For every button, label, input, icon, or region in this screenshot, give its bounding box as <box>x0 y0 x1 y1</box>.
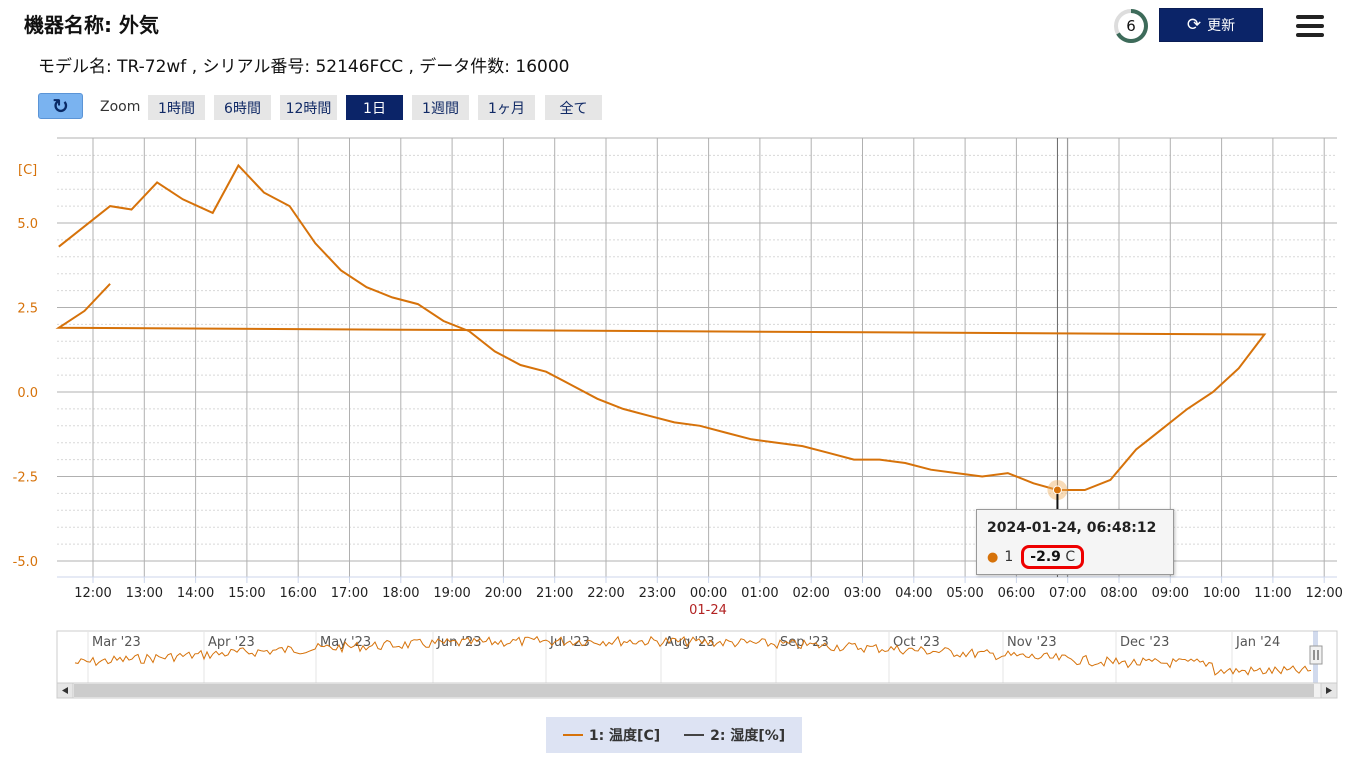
refresh-countdown-ring <box>1114 9 1148 43</box>
refresh-icon: ⟳ <box>1186 14 1202 35</box>
zoom-1d-button[interactable]: 1日 <box>346 95 403 120</box>
x-tick-label: 16:00 <box>279 586 316 601</box>
scroll-left-icon <box>62 687 68 694</box>
tooltip-value: -2.9 <box>1030 549 1061 565</box>
zoom-1m-button[interactable]: 1ヶ月 <box>478 95 535 120</box>
x-tick-label: 06:00 <box>998 586 1035 601</box>
x-tick-label: 09:00 <box>1152 586 1189 601</box>
x-tick-label: 15:00 <box>228 586 265 601</box>
y-axis-label: [C] <box>18 163 37 178</box>
x-tick-label: 07:00 <box>1049 586 1086 601</box>
x-tick-label: 23:00 <box>639 586 676 601</box>
zoom-12h-button[interactable]: 12時間 <box>280 95 337 120</box>
navigator-month-label: Jul '23 <box>549 635 590 650</box>
legend-item-temperature[interactable]: 1: 温度[C] <box>562 725 661 745</box>
zoom-1w-button[interactable]: 1週間 <box>412 95 469 120</box>
navigator-handle[interactable] <box>1309 645 1323 665</box>
tooltip-row: ● 1 -2.9 C <box>987 545 1085 569</box>
navigator-month-label: Apr '23 <box>208 635 255 650</box>
hamburger-menu-icon[interactable] <box>1296 15 1324 39</box>
y-tick-label: -2.5 <box>13 471 38 486</box>
x-axis-date-label: 01-24 <box>689 603 727 618</box>
legend-swatch-temperature <box>562 734 583 736</box>
x-tick-label: 22:00 <box>587 586 624 601</box>
navigator-month-label: Dec '23 <box>1120 635 1169 650</box>
tooltip-unit: C <box>1065 549 1076 565</box>
temperature-chart[interactable]: 5.0 2.5 0.0 -2.5 -5.0 [C] 12:00 13:00 14:00 15:… <box>0 0 1351 710</box>
zoom-all-button[interactable]: 全て <box>545 95 602 120</box>
hover-point <box>1052 485 1062 495</box>
x-tick-label: 02:00 <box>792 586 829 601</box>
x-tick-label: 19:00 <box>433 586 470 601</box>
series-line-temperature <box>55 163 1267 491</box>
minor-grid <box>57 154 1337 562</box>
x-tick-label: 11:00 <box>1254 586 1291 601</box>
x-tick-label: 20:00 <box>485 586 522 601</box>
y-tick-label: 5.0 <box>17 217 38 232</box>
x-tick-label: 05:00 <box>946 586 983 601</box>
navigator-month-label: Oct '23 <box>893 635 940 650</box>
zoom-6h-button[interactable]: 6時間 <box>214 95 271 120</box>
tooltip-datetime: 2024-01-24, 06:48:12 <box>987 520 1157 536</box>
navigator-series <box>74 635 1312 676</box>
y-axis-ticks: 5.0 2.5 0.0 -2.5 -5.0 <box>13 217 38 570</box>
x-tick-label: 08:00 <box>1100 586 1137 601</box>
legend-label-temperature: 1: 温度[C] <box>588 728 661 744</box>
x-tick-label: 10:00 <box>1203 586 1240 601</box>
navigator-month-label: Sep '23 <box>780 635 829 650</box>
scrollbar-thumb[interactable] <box>74 684 1314 697</box>
x-tick-label: 12:00 <box>1305 586 1342 601</box>
x-tick-label: 17:00 <box>331 586 368 601</box>
undo-icon: ↻ <box>52 94 69 118</box>
x-tick-label: 13:00 <box>126 586 163 601</box>
legend-swatch-humidity <box>684 734 705 736</box>
navigator-month-label: Jan '24 <box>1235 635 1280 650</box>
x-tick-label: 18:00 <box>382 586 419 601</box>
x-tick-label: 12:00 <box>74 586 111 601</box>
legend-label-humidity: 2: 湿度[%] <box>710 728 786 744</box>
x-tick-label: 03:00 <box>844 586 881 601</box>
refresh-countdown: 6 <box>1126 17 1136 35</box>
y-tick-label: 0.0 <box>17 386 38 401</box>
x-tick-label: 21:00 <box>536 586 573 601</box>
tooltip-series: 1 <box>1004 549 1014 565</box>
x-tick-label: 14:00 <box>177 586 214 601</box>
chart-legend: 1: 温度[C] 2: 湿度[%] <box>546 717 802 753</box>
navigator-frame <box>56 630 1338 684</box>
zoom-label: Zoom <box>100 99 141 115</box>
y-tick-label: -5.0 <box>13 555 38 570</box>
legend-item-humidity[interactable]: 2: 湿度[%] <box>684 725 785 745</box>
device-title: 機器名称: 外気 <box>24 13 159 37</box>
x-tick-label: 00:00 <box>690 586 727 601</box>
refresh-button-label: 更新 <box>1207 18 1236 34</box>
y-tick-label: 2.5 <box>17 302 38 317</box>
refresh-button[interactable]: ⟳ 更新 <box>1159 8 1263 42</box>
navigator-month-label: Nov '23 <box>1007 635 1057 650</box>
zoom-1h-button[interactable]: 1時間 <box>148 95 205 120</box>
tooltip-value-highlight: -2.9 C <box>1021 545 1085 569</box>
x-axis-ticks: 12:00 13:00 14:00 15:00 16:00 17:00 18:00 19:00… <box>74 577 1343 601</box>
x-tick-label: 01:00 <box>741 586 778 601</box>
data-tooltip: 2024-01-24, 06:48:12 ● 1 -2.9 C <box>976 509 1174 575</box>
reset-zoom-button[interactable]: ↻ <box>38 93 83 119</box>
model-info: モデル名: TR-72wf , シリアル番号: 52146FCC , データ件数… <box>38 57 570 77</box>
series-marker-icon: ● <box>987 549 999 565</box>
scroll-right-icon <box>1326 687 1332 694</box>
navigator-month-label: Mar '23 <box>92 635 141 650</box>
x-tick-label: 04:00 <box>895 586 932 601</box>
